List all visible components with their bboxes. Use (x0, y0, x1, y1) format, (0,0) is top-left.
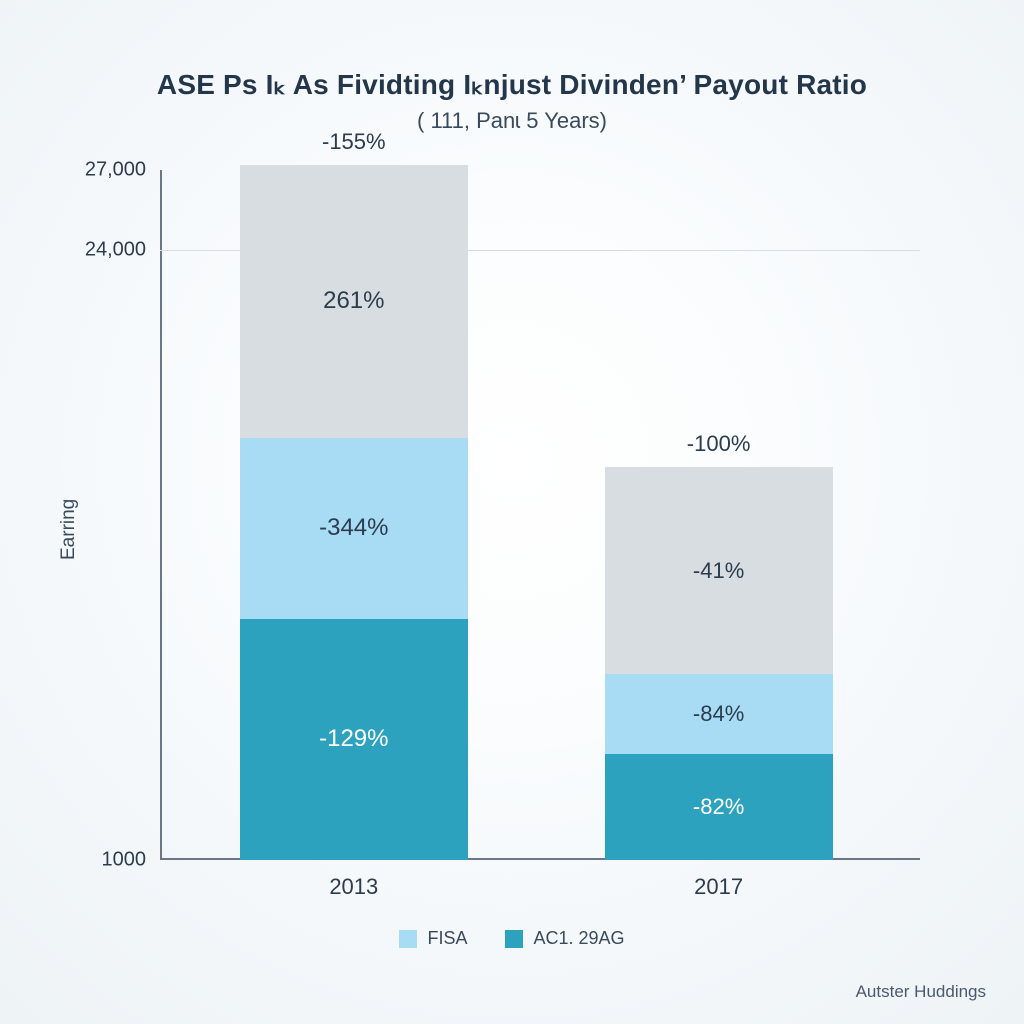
legend-item: AC1. 29AG (505, 928, 624, 949)
chart-container: ASE Ps Iₖ As Fividting Iₖnjust Divinden’… (0, 0, 1024, 1024)
segment-label: -41% (693, 558, 744, 584)
legend: FISA AC1. 29AG (0, 928, 1024, 949)
legend-item: FISA (399, 928, 467, 949)
segment-label: 261% (323, 287, 384, 315)
y-tick-label: 24,000 (85, 238, 160, 261)
segment-label: -84% (693, 701, 744, 727)
legend-swatch (399, 930, 417, 948)
y-tick-label: 1000 (102, 849, 161, 872)
legend-label: AC1. 29AG (533, 928, 624, 949)
bar-top-label: -100% (605, 431, 833, 457)
y-tick-label: 27,000 (85, 159, 160, 182)
bar-segment: -82% (605, 754, 833, 860)
chart-title: ASE Ps Iₖ As Fividting Iₖnjust Divinden’… (0, 68, 1024, 101)
segment-label: -82% (693, 794, 744, 820)
y-axis-label: Earring (58, 499, 80, 560)
y-axis-line (160, 170, 162, 860)
footer-credit: Autster Huddings (856, 982, 986, 1002)
bar-group: -129%-344%261%-155% (240, 165, 468, 860)
bar-segment: -84% (605, 674, 833, 754)
legend-swatch (505, 930, 523, 948)
bar-segment: -41% (605, 467, 833, 674)
segment-label: -129% (319, 725, 388, 753)
bar-top-label: -155% (240, 129, 468, 155)
legend-label: FISA (427, 928, 467, 949)
chart-subtitle: ( 111, Panɩ 5 Years) (0, 108, 1024, 134)
segment-label: -344% (319, 514, 388, 542)
bar-segment: -129% (240, 619, 468, 861)
x-tick-label: 2013 (329, 860, 378, 900)
bar-group: -82%-84%-41%-100% (605, 467, 833, 860)
bar-segment: 261% (240, 165, 468, 438)
bar-segment: -344% (240, 438, 468, 618)
x-tick-label: 2017 (694, 860, 743, 900)
plot-area: 27,00024,000100020132017-129%-344%261%-1… (160, 170, 920, 860)
